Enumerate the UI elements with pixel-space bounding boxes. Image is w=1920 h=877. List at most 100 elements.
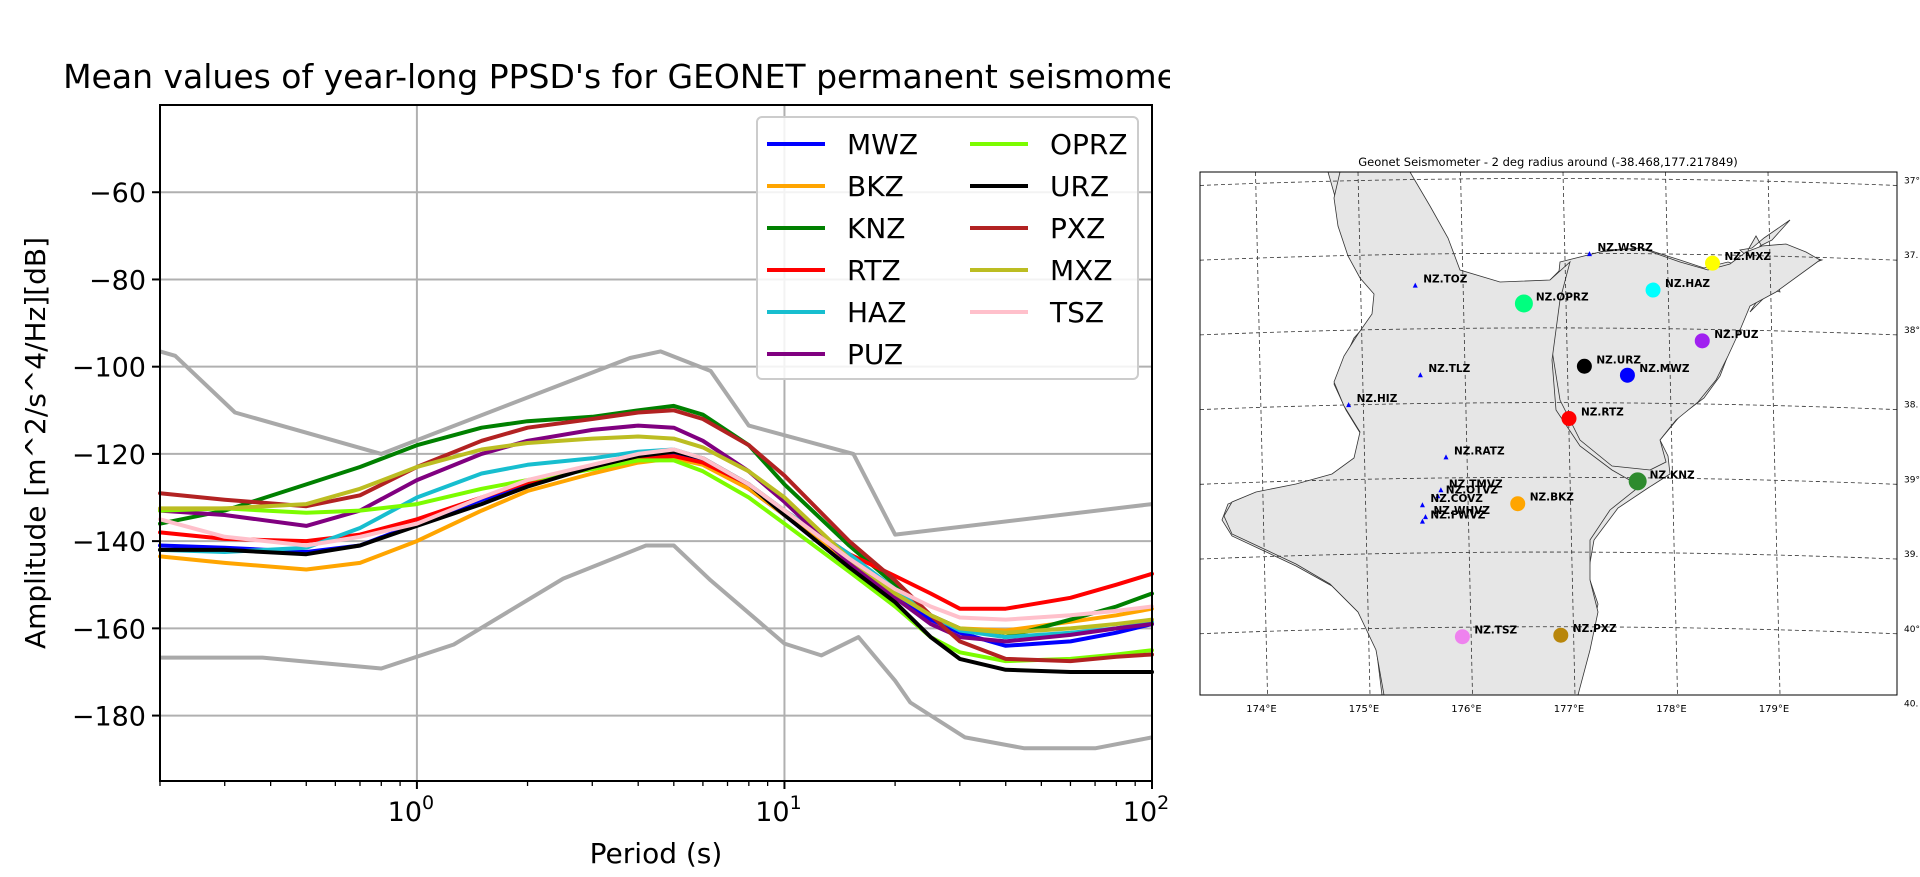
station-marker <box>1561 411 1577 427</box>
legend-label: PXZ <box>1050 212 1105 245</box>
station-nz-puz: NZ.PUZ <box>1694 329 1759 349</box>
legend-item-bkz: BKZ <box>767 170 904 203</box>
station-nz-tsz: NZ.TSZ <box>1454 625 1518 645</box>
station-marker <box>1346 402 1352 408</box>
legend-label: MXZ <box>1050 254 1113 287</box>
station-nz-hiz: NZ.HIZ <box>1346 393 1398 408</box>
station-label: NZ.RTZ <box>1581 407 1624 419</box>
map-lon-label: 176°E <box>1451 704 1481 715</box>
meridian-line <box>1767 172 1781 695</box>
legend-item-urz: URZ <box>970 170 1109 203</box>
y-axis-label: Amplitude [m^2/s^4/Hz][dB] <box>19 237 52 649</box>
station-label: NZ.WSRZ <box>1598 242 1654 254</box>
station-marker <box>1645 282 1661 298</box>
map-lat-label: 40° <box>1904 625 1920 635</box>
legend-item-puz: PUZ <box>767 338 903 371</box>
station-marker <box>1423 514 1428 520</box>
station-nz-toz: NZ.TOZ <box>1412 274 1468 288</box>
station-nz-bkz: NZ.BKZ <box>1510 492 1574 512</box>
station-label: NZ.TSZ <box>1474 625 1517 637</box>
parallel-line <box>1200 626 1897 635</box>
legend-label: TSZ <box>1049 296 1104 329</box>
station-nz-whvz: NZ.WHVZ <box>1423 505 1491 520</box>
station-marker <box>1705 255 1720 271</box>
station-label: NZ.OPRZ <box>1536 291 1589 303</box>
legend-label: URZ <box>1050 170 1109 203</box>
parallel-line <box>1200 551 1897 560</box>
station-label: NZ.KNZ <box>1650 469 1695 481</box>
legend-item-mxz: MXZ <box>970 254 1113 287</box>
y-tick-label: −140 <box>72 527 146 558</box>
map-frame <box>1199 171 1898 696</box>
station-marker <box>1553 627 1569 643</box>
meridian-line <box>1665 172 1678 695</box>
chart-legend: MWZ BKZ KNZ RTZ HAZ PUZ OPRZ URZ PXZ MXZ TSZ <box>756 116 1139 380</box>
meridian-line <box>1562 172 1576 695</box>
station-label: NZ.TLZ <box>1428 363 1470 375</box>
map-lat-label: 39° <box>1904 475 1920 485</box>
legend-item-rtz: RTZ <box>767 254 901 287</box>
meridian-line <box>1460 172 1473 695</box>
chart-axes: −60 −80 −100 −120 −140 −160 −180 100 101 102 <box>72 178 1169 828</box>
map-axes: 174°E 175°E 176°E 177°E 178°E 179°E 37° 37. 38° 3… <box>1246 176 1920 715</box>
legend-item-oprz: OPRZ <box>970 128 1128 161</box>
map-lat-label: 39. <box>1904 550 1918 560</box>
station-nz-knz: NZ.KNZ <box>1628 469 1695 491</box>
legend-box <box>756 116 1139 380</box>
map-lat-label: 37° <box>1904 176 1920 186</box>
parallel-line <box>1200 701 1897 708</box>
station-nz-urz: NZ.URZ <box>1576 354 1641 374</box>
station-marker <box>1694 333 1710 349</box>
y-tick-label: −80 <box>89 265 146 296</box>
y-tick-label: −180 <box>72 702 146 733</box>
parallel-line <box>1200 327 1897 336</box>
station-label: NZ.TOZ <box>1423 274 1467 286</box>
map-lon-label: 177°E <box>1554 704 1584 715</box>
legend-label: PUZ <box>847 338 903 371</box>
station-nz-wsrz: NZ.WSRZ <box>1587 242 1654 257</box>
legend-label: MWZ <box>847 128 918 161</box>
ppsd-chart: Mean values of year-long PPSD's for GEON… <box>19 57 1170 870</box>
map-lon-label: 178°E <box>1656 704 1686 715</box>
map-lat-label: 37. <box>1904 251 1918 261</box>
legend-label: HAZ <box>847 296 906 329</box>
station-label: NZ.RATZ <box>1454 445 1505 457</box>
station-nz-haz: NZ.HAZ <box>1645 278 1710 298</box>
legend-label: BKZ <box>847 170 904 203</box>
legend-label: OPRZ <box>1050 128 1128 161</box>
station-nz-pxz: NZ.PXZ <box>1553 623 1617 643</box>
legend-item-pxz: PXZ <box>970 212 1105 245</box>
station-nz-mwz: NZ.MWZ <box>1619 363 1690 383</box>
station-label: NZ.WHVZ <box>1434 505 1491 517</box>
legend-item-haz: HAZ <box>767 296 906 329</box>
station-label: NZ.PXZ <box>1573 623 1617 635</box>
map-lat-label: 40. <box>1904 699 1918 709</box>
station-nz-oprz: NZ.OPRZ <box>1514 291 1589 313</box>
y-tick-label: −160 <box>72 614 146 645</box>
station-nz-tlz: NZ.TLZ <box>1417 363 1471 378</box>
legend-label: KNZ <box>847 212 906 245</box>
chart-title: Mean values of year-long PPSD's for GEON… <box>63 57 1170 96</box>
parallel-line <box>1200 476 1897 485</box>
parallel-line <box>1200 252 1897 261</box>
y-tick-label: −100 <box>72 353 146 384</box>
legend-label: RTZ <box>847 254 901 287</box>
series-line-oprz <box>158 458 1154 664</box>
station-marker <box>1510 496 1526 512</box>
parallel-line <box>1200 402 1897 411</box>
map-title: Geonet Seismometer - 2 deg radius around… <box>1358 155 1738 169</box>
station-marker <box>1619 367 1635 383</box>
y-tick-label: −120 <box>72 440 146 471</box>
station-marker <box>1454 629 1470 645</box>
station-marker <box>1417 372 1423 378</box>
x-axis-label: Period (s) <box>590 837 723 870</box>
station-nz-ratz: NZ.RATZ <box>1443 445 1505 460</box>
station-markers: NZ.WSRZ NZ.MXZ NZ.TOZ NZ.HAZ NZ.OPRZ NZ.PUZ NZ… <box>1346 242 1771 645</box>
plot-frame <box>159 104 1153 782</box>
northern-peninsula <box>1223 172 1641 695</box>
series-line-mxz <box>158 434 1154 635</box>
station-label: NZ.PUZ <box>1714 329 1759 341</box>
station-label: NZ.FWVZ <box>1430 510 1485 522</box>
map-lon-label: 179°E <box>1759 704 1789 715</box>
station-label: NZ.OTVZ <box>1446 484 1499 496</box>
